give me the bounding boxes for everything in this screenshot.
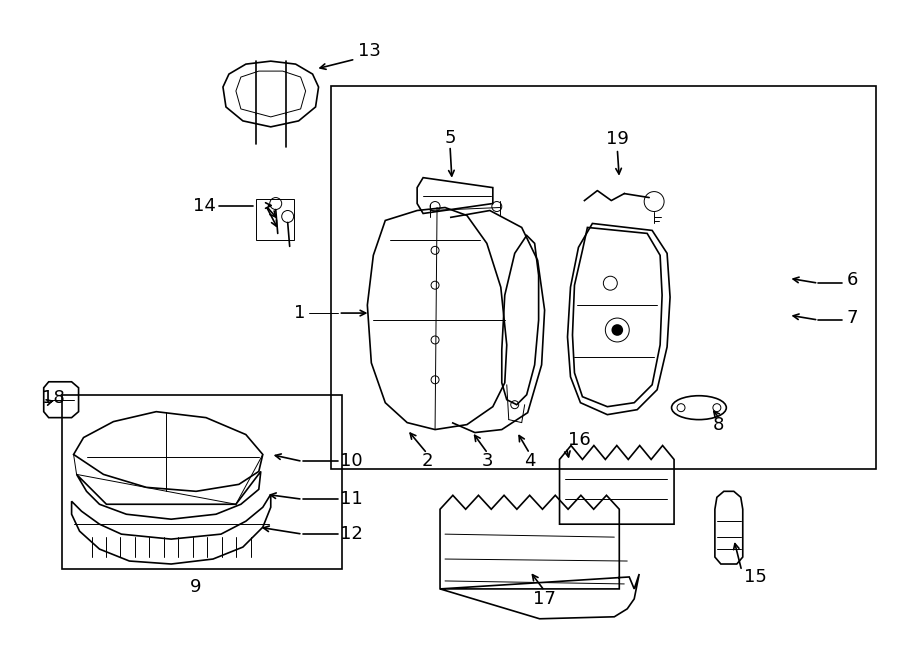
Text: 10: 10 xyxy=(340,452,363,471)
Text: 3: 3 xyxy=(482,452,493,471)
Text: 18: 18 xyxy=(41,389,65,407)
Bar xyxy=(256,198,293,241)
Text: 12: 12 xyxy=(340,525,364,543)
Text: 11: 11 xyxy=(340,490,364,508)
Text: 17: 17 xyxy=(533,590,556,608)
Text: 4: 4 xyxy=(524,452,536,471)
Bar xyxy=(330,86,877,469)
Text: 9: 9 xyxy=(190,578,202,596)
Text: 2: 2 xyxy=(421,452,433,471)
Text: 15: 15 xyxy=(743,568,767,586)
Text: 14: 14 xyxy=(194,196,216,215)
Text: 5: 5 xyxy=(445,129,455,147)
Text: 19: 19 xyxy=(606,130,629,148)
Text: 13: 13 xyxy=(358,42,382,60)
Text: 8: 8 xyxy=(713,416,725,434)
Text: 16: 16 xyxy=(568,430,590,449)
Bar xyxy=(61,395,343,569)
Text: 6: 6 xyxy=(846,271,858,290)
Text: 1: 1 xyxy=(294,304,306,322)
Circle shape xyxy=(612,325,622,335)
Text: 7: 7 xyxy=(846,309,858,327)
